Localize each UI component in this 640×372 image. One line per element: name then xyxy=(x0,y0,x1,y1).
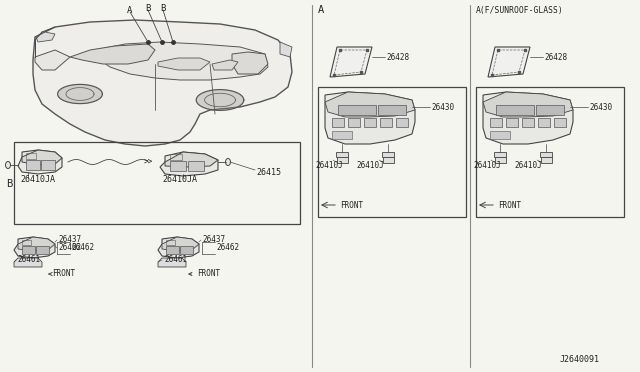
Polygon shape xyxy=(162,237,199,251)
Polygon shape xyxy=(382,152,394,157)
Polygon shape xyxy=(325,92,415,117)
Text: B: B xyxy=(145,3,150,13)
Bar xyxy=(338,105,376,115)
Polygon shape xyxy=(488,47,530,77)
Polygon shape xyxy=(35,50,70,70)
Text: 26415: 26415 xyxy=(256,167,281,176)
Bar xyxy=(536,105,564,115)
Bar xyxy=(476,87,624,217)
Polygon shape xyxy=(196,90,244,110)
Bar xyxy=(332,131,352,139)
Polygon shape xyxy=(58,84,102,103)
Bar xyxy=(170,161,186,171)
Polygon shape xyxy=(330,47,372,77)
Bar xyxy=(396,118,408,127)
Text: A: A xyxy=(127,6,132,15)
Ellipse shape xyxy=(6,161,10,169)
Bar xyxy=(496,105,534,115)
Polygon shape xyxy=(100,42,268,80)
Bar xyxy=(26,153,36,159)
Polygon shape xyxy=(158,237,199,258)
Polygon shape xyxy=(160,152,218,176)
Text: 26410J: 26410J xyxy=(514,160,541,170)
Polygon shape xyxy=(165,152,218,167)
Polygon shape xyxy=(494,152,506,157)
Bar xyxy=(490,131,510,139)
Polygon shape xyxy=(158,258,186,267)
Polygon shape xyxy=(483,92,573,144)
Bar xyxy=(522,118,534,127)
Text: 26410J: 26410J xyxy=(473,160,500,170)
Text: 26410JA: 26410JA xyxy=(20,174,55,183)
Polygon shape xyxy=(325,92,415,144)
Bar xyxy=(383,157,394,163)
Bar xyxy=(41,160,55,170)
Polygon shape xyxy=(232,52,268,74)
Polygon shape xyxy=(280,42,292,57)
Text: 26410J: 26410J xyxy=(356,160,384,170)
Bar xyxy=(332,118,344,127)
Bar xyxy=(380,118,392,127)
Text: A: A xyxy=(318,5,324,15)
Text: 26428: 26428 xyxy=(386,52,409,61)
Bar xyxy=(170,154,182,160)
Bar xyxy=(490,118,502,127)
Text: 26462: 26462 xyxy=(216,244,239,253)
Text: 26461: 26461 xyxy=(164,256,187,264)
Text: 26461: 26461 xyxy=(17,256,40,264)
Text: 26410JA: 26410JA xyxy=(162,174,197,183)
Polygon shape xyxy=(540,152,552,157)
Text: J2640091: J2640091 xyxy=(560,356,600,365)
Text: FRONT: FRONT xyxy=(340,201,363,209)
Text: 26437: 26437 xyxy=(202,234,225,244)
Bar xyxy=(318,87,466,217)
Text: A(F/SUNROOF-GLASS): A(F/SUNROOF-GLASS) xyxy=(476,6,564,15)
Text: 26462: 26462 xyxy=(71,244,94,253)
Polygon shape xyxy=(14,258,42,267)
Text: 26462: 26462 xyxy=(58,244,81,253)
Polygon shape xyxy=(36,32,55,42)
Bar xyxy=(22,246,35,254)
Polygon shape xyxy=(336,152,348,157)
Polygon shape xyxy=(70,44,155,64)
Text: 26428: 26428 xyxy=(544,52,567,61)
Bar xyxy=(26,160,40,170)
Bar xyxy=(554,118,566,127)
Bar xyxy=(166,246,179,254)
Bar xyxy=(180,246,193,254)
Bar xyxy=(378,105,406,115)
Text: 26430: 26430 xyxy=(431,103,454,112)
Polygon shape xyxy=(18,237,55,251)
Polygon shape xyxy=(483,92,573,117)
Polygon shape xyxy=(22,150,62,165)
Ellipse shape xyxy=(225,158,230,166)
Text: >>: >> xyxy=(143,157,152,167)
Bar xyxy=(166,240,175,245)
Text: 26430: 26430 xyxy=(589,103,612,112)
Text: B: B xyxy=(6,179,12,189)
Text: FRONT: FRONT xyxy=(498,201,521,209)
Bar xyxy=(541,157,552,163)
Bar xyxy=(348,118,360,127)
Bar xyxy=(337,157,348,163)
Bar xyxy=(538,118,550,127)
Text: FRONT: FRONT xyxy=(189,269,220,279)
Bar xyxy=(364,118,376,127)
Polygon shape xyxy=(212,60,238,70)
Polygon shape xyxy=(18,150,62,174)
Bar xyxy=(36,246,49,254)
Text: 26410J: 26410J xyxy=(315,160,343,170)
Bar xyxy=(22,240,31,245)
Bar xyxy=(14,142,300,224)
Bar xyxy=(495,157,506,163)
Polygon shape xyxy=(33,20,292,146)
Polygon shape xyxy=(14,237,55,258)
Bar xyxy=(188,161,204,171)
Text: 26437: 26437 xyxy=(58,234,81,244)
Polygon shape xyxy=(158,58,210,70)
Text: FRONT: FRONT xyxy=(49,269,75,279)
Text: B: B xyxy=(160,3,165,13)
Bar xyxy=(506,118,518,127)
